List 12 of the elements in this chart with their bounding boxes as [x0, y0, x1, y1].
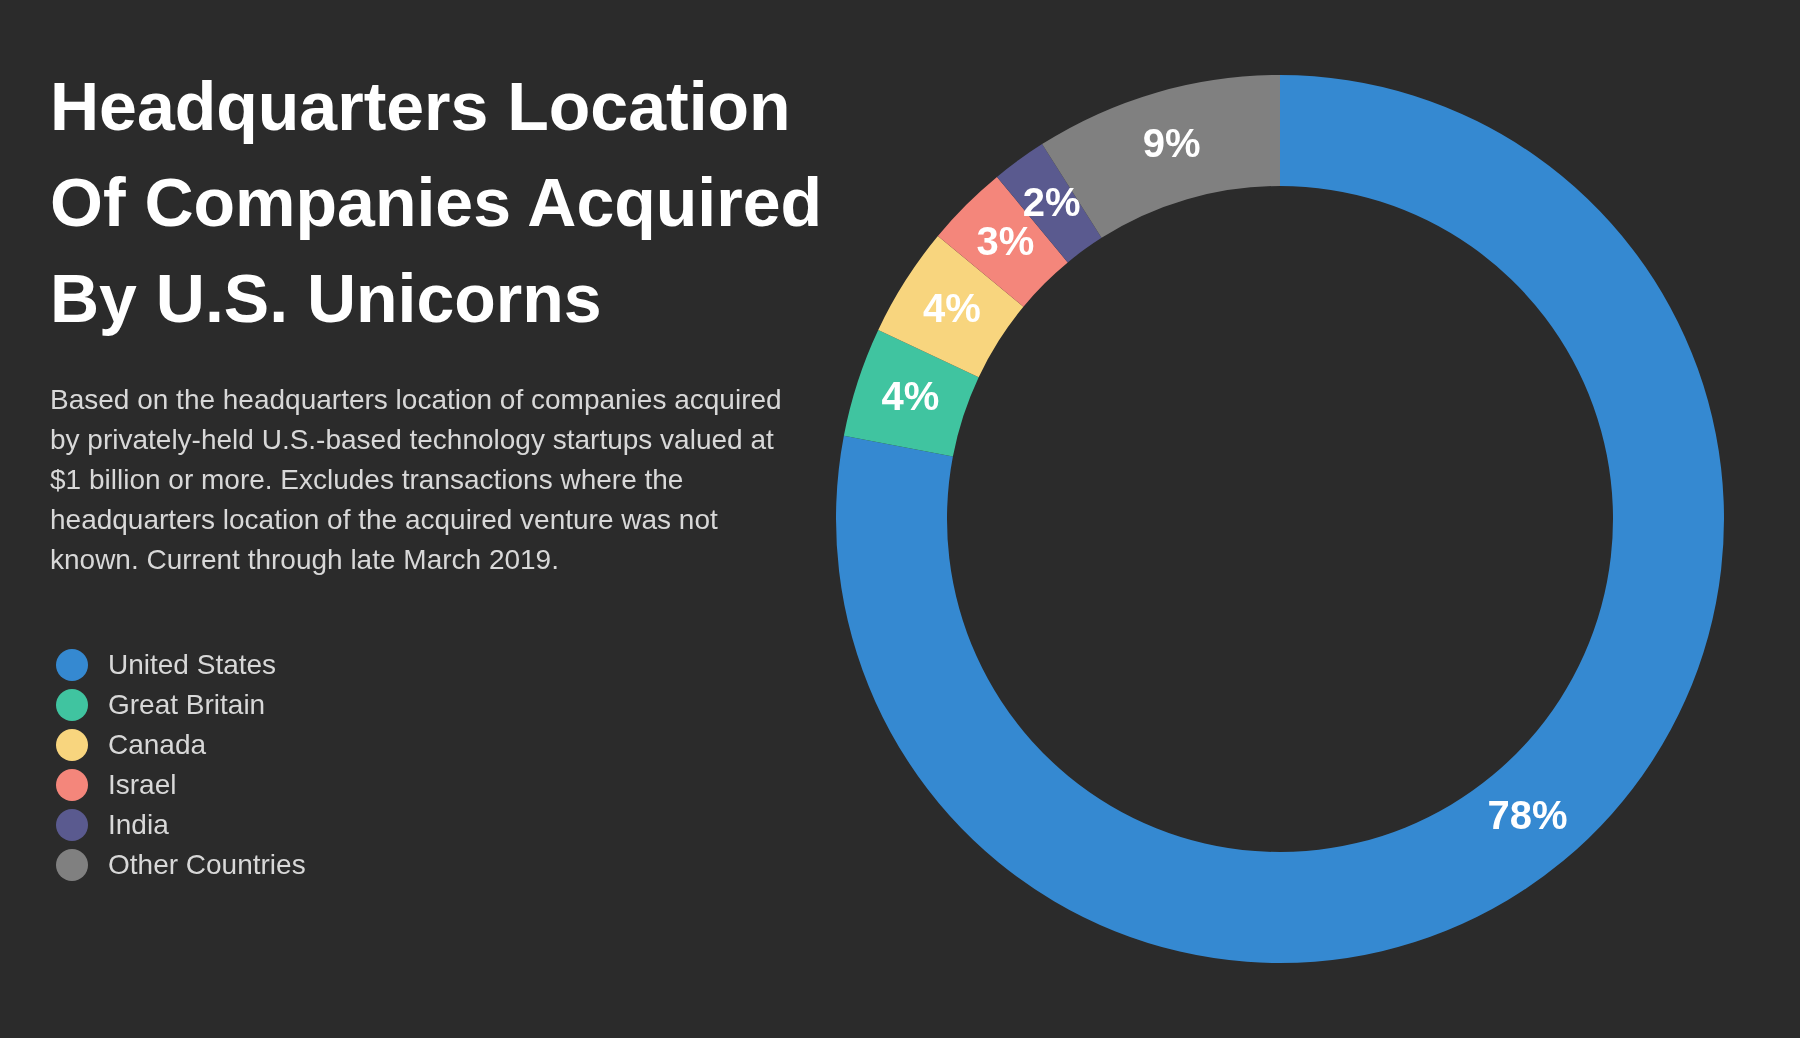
- data-label: 78%: [1487, 793, 1568, 838]
- text: Based on the headquarters location of companies acquired by privately-held U.S.-based technology startups valued at $1 billion or more. Excludes transactions where the headquarters location of the acquired venture was not known. Current through late March 2019.: [50, 383, 783, 577]
- legend-label: United States: [108, 649, 277, 681]
- legend-label: India: [108, 809, 169, 841]
- data-label: 4%: [881, 373, 940, 418]
- legend-label: Great Britain: [108, 689, 266, 721]
- legend-label: Israel: [108, 769, 177, 801]
- legend-label: Other Countries: [108, 849, 306, 881]
- data-label: 4%: [923, 285, 981, 330]
- data-label: 9%: [1142, 120, 1201, 165]
- text: Headquarters Location Of Companies Acquired By U.S. Unicorns: [50, 67, 824, 338]
- legend-label: Canada: [108, 729, 207, 761]
